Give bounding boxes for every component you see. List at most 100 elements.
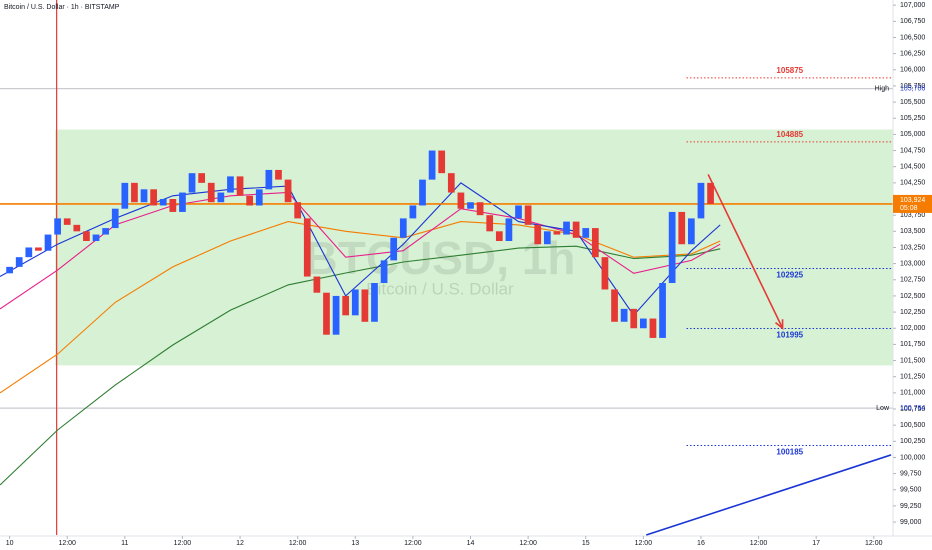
- candle-body: [467, 202, 474, 209]
- y-tick-label: 100,000: [900, 454, 925, 461]
- x-tick-label: 13: [351, 540, 359, 547]
- candle-body: [371, 283, 378, 322]
- y-tick-label: 106,250: [900, 50, 925, 57]
- watermark-subtitle: Bitcoin / U.S. Dollar: [366, 279, 514, 298]
- x-tick-label: 12:00: [750, 540, 768, 547]
- candle-body: [236, 176, 244, 196]
- x-tick-label: 12:00: [289, 540, 307, 547]
- y-tick-label: 101,750: [900, 341, 925, 348]
- candle-body: [63, 218, 71, 225]
- y-tick-label: 99,500: [900, 487, 922, 494]
- candle-body: [265, 169, 273, 190]
- x-tick-label: 12: [236, 540, 244, 547]
- y-tick-label: 101,500: [900, 357, 925, 364]
- candle-body: [697, 182, 705, 219]
- x-tick-label: 12:00: [519, 540, 537, 547]
- candle-body: [111, 208, 119, 229]
- moving-average: [0, 182, 721, 317]
- candle-body: [255, 189, 263, 206]
- candle-body: [275, 169, 282, 180]
- y-tick-label: 100,250: [900, 438, 925, 445]
- candle-body: [649, 318, 657, 338]
- y-tick-label: 105,000: [900, 131, 925, 138]
- candle-body: [198, 173, 206, 183]
- y-tick-label: 100,750: [900, 406, 925, 413]
- candle-body: [294, 202, 302, 219]
- x-tick-label: 12:00: [58, 540, 76, 547]
- countdown: 05:08: [900, 205, 918, 212]
- candle-body: [572, 221, 580, 238]
- level-label: 105875: [776, 66, 803, 75]
- candle-body: [303, 218, 311, 277]
- x-tick-label: 12:00: [865, 540, 883, 547]
- candle-body: [476, 202, 484, 216]
- candle-body: [687, 218, 695, 245]
- x-tick-label: 17: [812, 540, 820, 547]
- candle-body: [361, 289, 369, 322]
- y-tick-label: 100,500: [900, 422, 925, 429]
- candle-body: [668, 211, 676, 284]
- candle-body: [169, 199, 177, 212]
- x-tick-label: 11: [121, 540, 128, 547]
- candle-body: [131, 182, 138, 203]
- y-tick-label: 107,000: [900, 2, 925, 9]
- candle-body: [659, 283, 666, 338]
- candle-body: [159, 199, 167, 206]
- candle-body: [620, 308, 628, 322]
- y-tick-label: 106,750: [900, 18, 925, 25]
- candle-body: [227, 176, 234, 193]
- x-tick-label: 15: [582, 540, 590, 547]
- y-tick-label: 106,000: [900, 67, 925, 74]
- candle-body: [390, 237, 398, 261]
- moving-average: [0, 191, 721, 310]
- y-tick-label: 103,000: [900, 260, 925, 267]
- level-label: 100185: [776, 448, 803, 457]
- candle-body: [121, 182, 129, 209]
- x-tick-label: 10: [6, 540, 14, 547]
- arrow-head: [775, 319, 784, 330]
- forecast-arrow: [707, 174, 784, 329]
- chart-title: Bitcoin / U.S. Dollar · 1h · BITSTAMP: [4, 4, 120, 11]
- x-tick-label: 14: [467, 540, 475, 547]
- y-tick-label: 103,500: [900, 228, 925, 235]
- candle-body: [380, 260, 388, 284]
- candle-body: [207, 182, 215, 203]
- candle-body: [495, 231, 503, 242]
- candle-body: [639, 318, 647, 329]
- current-price-label: 103,924: [900, 197, 925, 204]
- trendline: [645, 454, 892, 536]
- y-tick-label: 102,250: [900, 309, 925, 316]
- candle-body: [25, 247, 33, 258]
- candle-body: [313, 276, 321, 293]
- current-price-tag: [893, 194, 932, 213]
- candle-body: [505, 218, 513, 242]
- candle-body: [707, 182, 714, 204]
- y-tick-label: 101,000: [900, 390, 925, 397]
- candle-body: [447, 173, 455, 193]
- x-tick-label: 12:00: [404, 540, 422, 547]
- candle-body: [399, 218, 407, 238]
- candle-body: [92, 234, 100, 242]
- candle-body: [486, 215, 494, 232]
- low-label: 100,764: [900, 405, 925, 412]
- y-tick-label: 99,250: [900, 503, 922, 510]
- candle-body: [534, 224, 542, 245]
- y-tick-label: 105,250: [900, 115, 925, 122]
- y-tick-label: 102,000: [900, 325, 925, 332]
- candle-body: [323, 292, 330, 335]
- y-tick-label: 103,750: [900, 212, 925, 219]
- y-tick-label: 101,250: [900, 374, 925, 381]
- y-tick-label: 104,250: [900, 180, 925, 187]
- high-label: 105,706: [900, 86, 925, 93]
- x-tick-label: 12:00: [174, 540, 192, 547]
- y-tick-label: 99,750: [900, 470, 922, 477]
- y-tick-label: 104,500: [900, 164, 925, 171]
- y-tick-label: 99,000: [900, 519, 922, 526]
- candle-body: [611, 289, 618, 322]
- candle-body: [15, 257, 23, 267]
- y-tick-label: 102,750: [900, 277, 925, 284]
- candle-body: [342, 295, 350, 316]
- candle-body: [678, 211, 686, 245]
